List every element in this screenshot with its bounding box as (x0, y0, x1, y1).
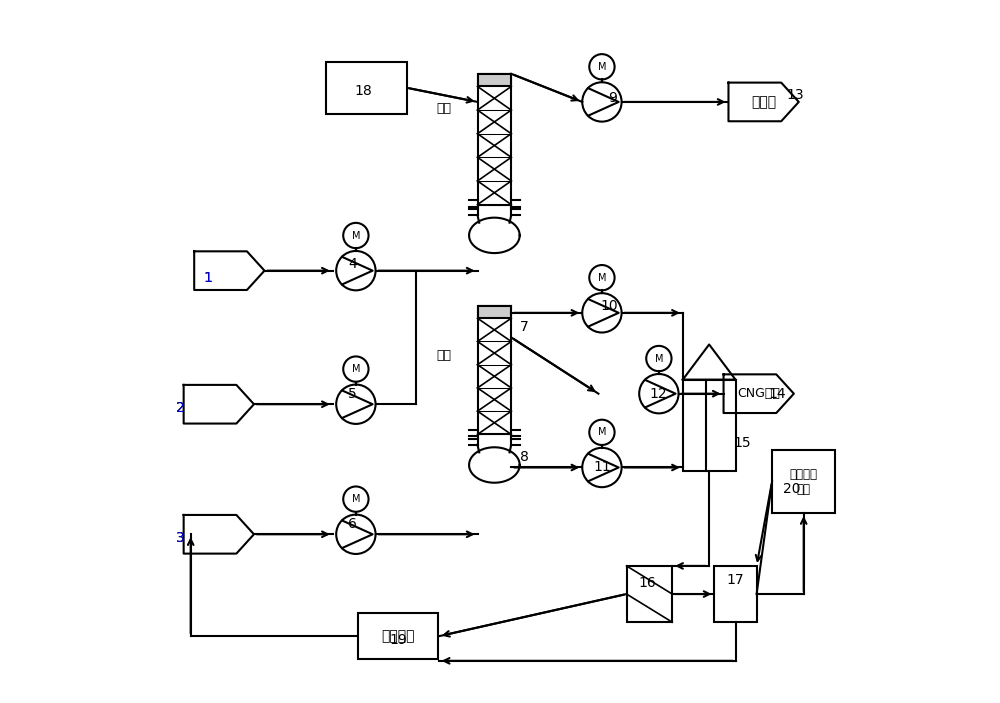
Text: 15: 15 (734, 436, 751, 450)
Bar (478, 306, 511, 318)
Text: 废液: 废液 (436, 103, 451, 115)
Text: 16: 16 (639, 576, 657, 591)
Text: 4: 4 (348, 257, 357, 271)
Text: 2: 2 (176, 401, 185, 415)
Text: M: M (598, 62, 606, 72)
Text: M: M (352, 364, 360, 374)
Text: 5: 5 (348, 387, 357, 401)
Text: 6: 6 (348, 517, 357, 531)
Text: 发酵系统: 发酵系统 (381, 629, 415, 643)
Text: 13: 13 (786, 88, 804, 102)
Text: 10: 10 (600, 299, 618, 313)
Text: M: M (598, 427, 606, 437)
Text: M: M (598, 273, 606, 283)
Text: 氧化炉: 氧化炉 (751, 95, 776, 109)
Text: 废液: 废液 (436, 349, 451, 361)
Bar (772, 450, 835, 513)
Text: 18: 18 (354, 84, 372, 98)
Text: 8: 8 (520, 450, 529, 464)
Text: 20: 20 (783, 482, 800, 496)
Bar (714, 566, 757, 622)
Text: 污水处理
系统: 污水处理 系统 (790, 467, 818, 496)
Text: 2: 2 (176, 401, 185, 415)
Text: 14: 14 (769, 387, 786, 401)
Bar (478, 306, 511, 434)
Text: 3: 3 (176, 531, 185, 545)
Text: 3: 3 (176, 531, 185, 545)
Bar (326, 62, 407, 114)
Bar (478, 74, 511, 86)
Text: 1: 1 (204, 271, 213, 285)
Text: 19: 19 (389, 633, 407, 647)
Bar (683, 380, 736, 471)
Text: M: M (655, 354, 663, 363)
Text: M: M (352, 231, 360, 240)
Text: 7: 7 (520, 320, 529, 334)
Bar (478, 74, 511, 205)
Text: 17: 17 (727, 573, 744, 587)
Text: 11: 11 (593, 460, 611, 475)
Text: 1: 1 (204, 271, 213, 285)
Bar (358, 613, 438, 659)
Bar (627, 566, 672, 622)
Text: 12: 12 (649, 387, 667, 401)
Text: 9: 9 (608, 91, 617, 105)
Text: M: M (352, 494, 360, 504)
Text: CNG系统: CNG系统 (737, 387, 780, 400)
